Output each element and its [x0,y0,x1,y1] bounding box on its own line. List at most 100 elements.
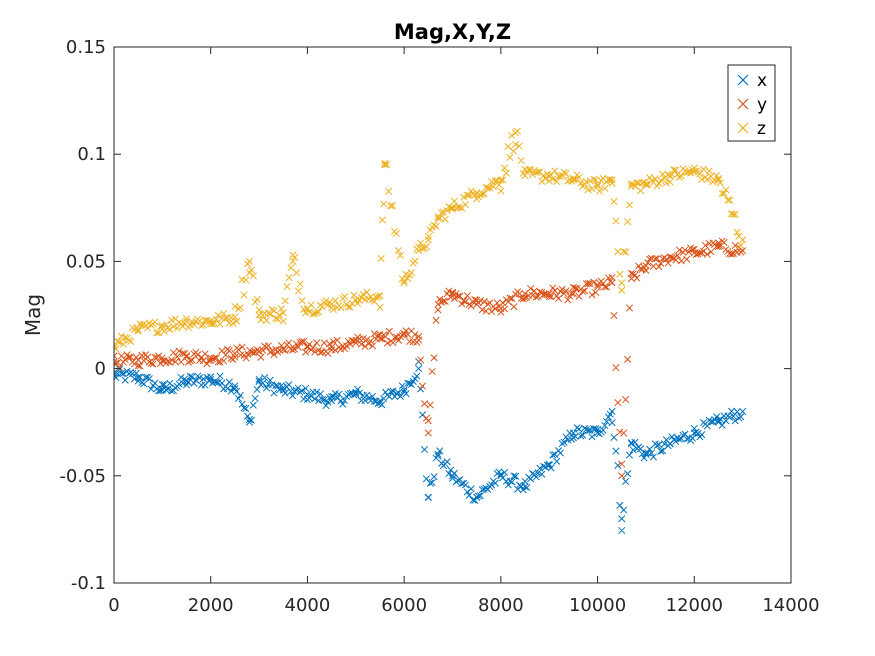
data-point-x [400,386,408,394]
data-point-y [182,352,191,360]
x-tick-label: 2000 [188,595,234,616]
data-point-x [642,450,650,458]
data-point-y [415,332,423,340]
data-point-x [594,429,602,437]
data-point-x [739,407,747,416]
data-point-x [424,493,432,501]
data-point-z [497,176,505,184]
data-point-z [545,172,553,180]
data-point-y [434,300,442,308]
data-point-x [328,397,336,405]
data-point-z [303,305,311,313]
data-point-x [231,382,239,390]
data-point-z [381,161,389,169]
series-x [114,358,747,535]
data-point-y [627,274,635,283]
data-point-z [448,204,457,212]
data-point-y [545,290,553,298]
data-point-y [618,472,626,480]
data-point-y [255,347,263,356]
x-tick-label: 14000 [762,595,819,616]
data-point-z [714,176,723,184]
data-point-y [158,354,166,362]
data-point-x [255,377,263,386]
data-point-y [424,429,432,437]
data-point-x [279,386,287,394]
data-point-x [618,515,626,523]
data-point-z [594,182,602,190]
x-tick-label: 8000 [478,595,524,616]
data-point-z [608,176,616,184]
data-point-y [473,300,481,308]
data-point-z [666,172,674,180]
axes-box [113,46,792,584]
y-tick-label: 0.05 [66,251,106,272]
data-point-z [434,214,442,223]
data-point-y [400,330,408,338]
data-point-z [255,311,263,319]
data-point-y [666,253,674,261]
data-point-x [690,429,698,437]
data-point-z [328,300,336,308]
data-point-x [158,386,166,394]
data-point-y [448,290,457,298]
data-point-y [690,249,698,257]
data-point-y [608,279,616,287]
data-point-y [352,339,360,347]
data-point-z [289,257,297,265]
data-point-z [569,176,577,184]
data-point-y [642,262,650,270]
data-point-z [690,167,698,175]
data-point-y [376,335,384,343]
series-z [114,127,747,353]
data-point-y [279,345,287,353]
data-point-x [473,493,481,501]
data-point-x [448,472,457,480]
data-point-x [521,482,529,491]
y-tick-label: 0.1 [77,144,106,165]
legend-marker [737,98,749,110]
data-point-x [207,375,215,383]
y-tick-label: 0.15 [66,37,106,58]
data-point-z [618,279,626,287]
series-markers-x [114,358,745,535]
data-point-x [134,373,142,381]
data-point-x [114,371,118,379]
y-tick-label: -0.05 [59,466,106,487]
plot-layer [114,127,747,535]
data-point-y [328,343,336,351]
data-point-z [521,172,529,180]
data-point-x [352,390,360,398]
data-point-z [511,129,519,137]
data-point-x [182,377,191,386]
data-point-y [497,305,505,313]
data-point-y [739,247,747,255]
data-point-z [182,317,191,325]
data-point-z [400,279,408,287]
data-point-z [114,343,118,351]
x-tick-label: 10000 [569,595,626,616]
series-y [114,237,747,480]
data-point-y [231,350,239,358]
legend-label: z [757,119,766,139]
data-point-z [134,326,142,334]
x-tick-label: 4000 [285,595,331,616]
data-point-x [714,418,723,426]
data-point-x [569,429,577,437]
data-point-y [114,358,118,366]
data-point-x [666,440,674,448]
chart-title: Mag,X,Y,Z [394,20,511,44]
data-point-z [245,257,253,265]
legend-box [727,64,776,142]
legend-label: x [757,71,767,91]
data-point-z [642,180,650,188]
data-point-z [207,317,215,325]
data-point-z [739,236,747,244]
data-point-z [415,247,423,255]
data-point-z [279,309,287,317]
data-point-x [303,390,311,398]
data-point-z [424,236,432,244]
data-point-x [415,365,423,373]
data-point-z [352,296,360,304]
